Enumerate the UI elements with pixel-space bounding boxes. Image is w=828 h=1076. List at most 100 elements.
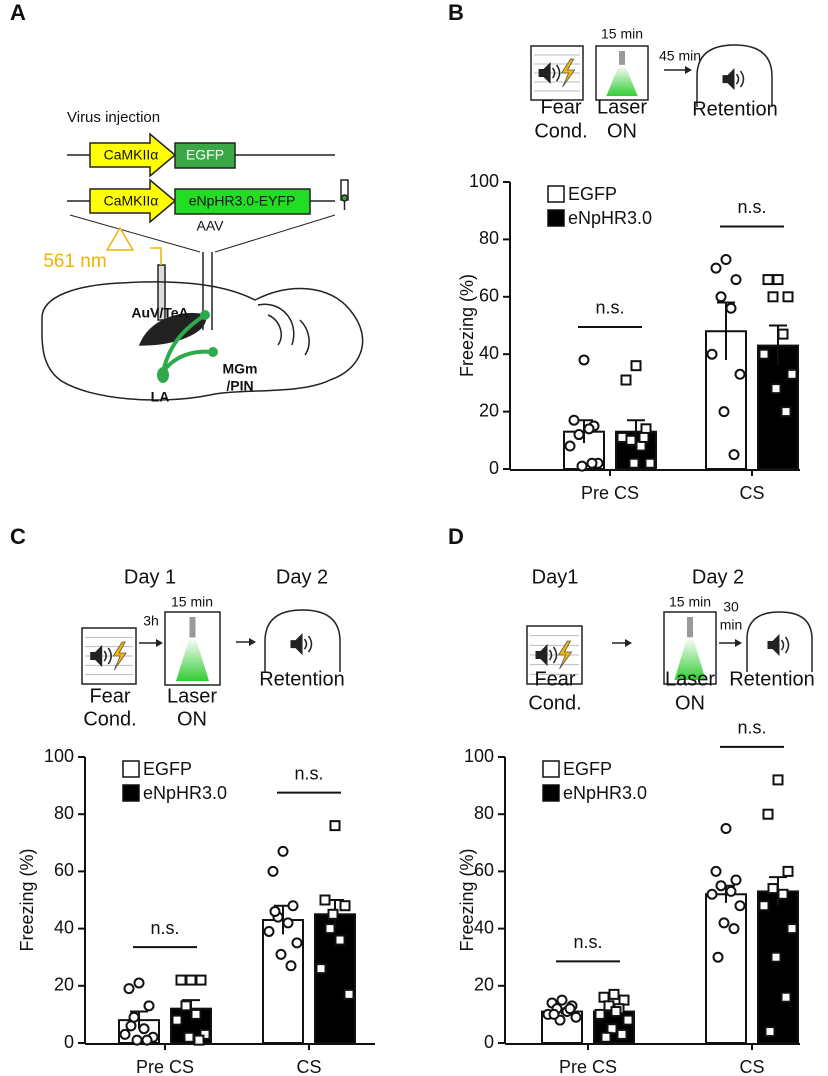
- data-point: [772, 774, 784, 786]
- gene: eNpHR3.0-EYFP: [189, 193, 296, 209]
- data-point: [767, 883, 779, 895]
- label: 15 min: [601, 26, 643, 42]
- data-point: [291, 937, 303, 949]
- data-point: [343, 988, 355, 1000]
- data-point: [608, 988, 620, 1000]
- data-point: [625, 434, 637, 446]
- y-axis-label: Freezing (%): [457, 848, 477, 951]
- data-point: [576, 460, 588, 472]
- y-axis-label: Freezing (%): [17, 848, 37, 951]
- legend-label: EGFP: [563, 759, 612, 779]
- data-point: [620, 374, 632, 386]
- data-point: [133, 977, 145, 989]
- legend-swatch: [542, 784, 560, 802]
- data-point: [185, 974, 197, 986]
- data-point: [786, 368, 798, 380]
- data-point: [725, 885, 737, 897]
- panel-label: A: [10, 0, 26, 25]
- label: ON: [607, 120, 637, 142]
- fiber: [619, 51, 625, 68]
- data-point: [123, 983, 135, 995]
- data-point: [762, 274, 774, 286]
- data-point: [568, 414, 580, 426]
- data-point: [720, 823, 732, 834]
- data-point: [564, 1003, 576, 1015]
- x-tick-label: CS: [739, 1057, 764, 1076]
- annotation: n.s.: [595, 298, 624, 318]
- data-point: [143, 1000, 155, 1012]
- data-point: [712, 951, 724, 963]
- vector: AAV: [197, 218, 225, 234]
- data-point: [327, 908, 339, 920]
- arrow-head: [156, 639, 163, 647]
- speaker: [90, 645, 103, 667]
- x-tick-label: Pre CS: [559, 1057, 617, 1076]
- y-tick-label: 20: [474, 975, 494, 995]
- annotation: n.s.: [573, 932, 602, 952]
- y-tick-label: 20: [54, 975, 74, 995]
- data-point: [782, 291, 794, 303]
- y-tick-label: 80: [479, 228, 499, 248]
- label: min: [720, 617, 743, 633]
- data-point: [171, 1014, 183, 1026]
- data-point: [586, 457, 598, 469]
- x-tick-label: Pre CS: [136, 1057, 194, 1076]
- data-point: [334, 934, 346, 946]
- speaker: [767, 634, 780, 656]
- y-tick-label: 0: [64, 1032, 74, 1052]
- legend-swatch: [542, 760, 560, 778]
- y-tick-label: 20: [479, 400, 499, 420]
- data-point: [758, 900, 770, 912]
- arrow-head: [735, 639, 742, 647]
- data-point: [193, 1034, 205, 1046]
- data-point: [616, 431, 628, 443]
- label: Fear: [89, 685, 130, 707]
- label: Day 2: [276, 566, 328, 588]
- promoter: CaMKIIα: [104, 193, 159, 209]
- data-point: [710, 262, 722, 274]
- data-point: [131, 1034, 143, 1046]
- panel-label: D: [448, 524, 464, 549]
- label: Day 2: [692, 566, 744, 588]
- data-point: [780, 991, 792, 1003]
- data-point: [564, 440, 576, 452]
- legend-swatch: [547, 185, 565, 203]
- data-point: [622, 1014, 634, 1026]
- data-point: [275, 948, 287, 960]
- sound: [735, 70, 745, 88]
- data-point: [141, 1034, 153, 1046]
- region-label: AuV/TeA: [131, 305, 188, 321]
- region-label: LA: [151, 389, 170, 405]
- arrow-head: [625, 639, 632, 647]
- beam: [674, 637, 706, 680]
- data-point: [734, 368, 746, 380]
- data-point: [728, 449, 740, 461]
- label: ON: [177, 708, 207, 730]
- data-point: [125, 1020, 137, 1032]
- data-point: [277, 845, 289, 857]
- data-point: [758, 348, 770, 360]
- error-bar: [130, 1010, 148, 1029]
- label: Laser: [167, 685, 217, 707]
- label: 3h: [143, 613, 159, 629]
- data-point: [324, 923, 336, 935]
- data-point: [715, 291, 727, 303]
- data-point: [199, 1028, 211, 1040]
- speaker: [538, 62, 551, 84]
- data-point: [263, 925, 275, 937]
- data-point: [548, 1008, 560, 1020]
- panel-label: B: [448, 0, 464, 25]
- label: Retention: [692, 98, 778, 120]
- data-point: [610, 1006, 622, 1018]
- label: Retention: [729, 668, 815, 690]
- data-point: [578, 354, 590, 366]
- annotation: n.s.: [150, 918, 179, 938]
- annotation: n.s.: [737, 718, 766, 738]
- arrow-head: [249, 638, 256, 646]
- data-point: [718, 917, 730, 929]
- label: 45 min: [659, 48, 701, 64]
- y-tick-label: 100: [44, 746, 74, 766]
- shock: [560, 58, 576, 88]
- x-tick-label: CS: [296, 1057, 321, 1076]
